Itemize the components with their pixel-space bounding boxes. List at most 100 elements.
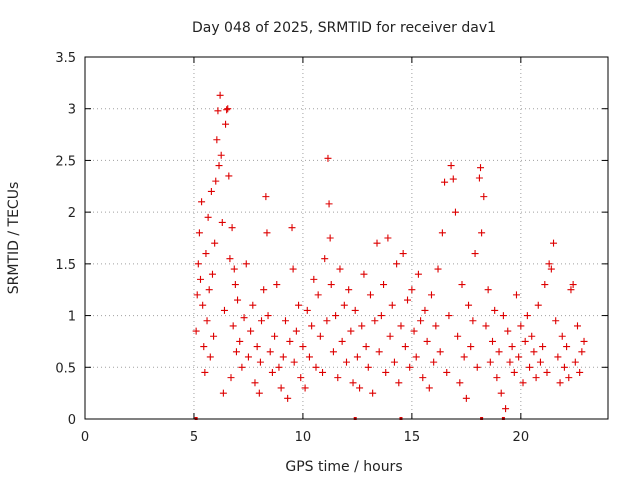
- data-point: [499, 312, 507, 320]
- data-point: [438, 229, 446, 237]
- data-point: [484, 286, 492, 294]
- y-axis-label: SRMTID / TECUs: [6, 182, 22, 295]
- data-point: [371, 317, 379, 325]
- data-point: [329, 348, 337, 356]
- data-point: [319, 368, 327, 376]
- data-point: [334, 374, 342, 382]
- data-point: [271, 332, 279, 340]
- data-point: [491, 306, 499, 314]
- data-point: [349, 379, 357, 387]
- data-point: [565, 374, 573, 382]
- data-point: [195, 229, 203, 237]
- data-point: [515, 353, 523, 361]
- data-point: [217, 151, 225, 159]
- data-point: [480, 193, 488, 201]
- data-point: [273, 281, 281, 289]
- data-point: [286, 337, 294, 345]
- data-point: [375, 348, 383, 356]
- data-point: [521, 337, 529, 345]
- data-point: [554, 353, 562, 361]
- data-point: [223, 106, 231, 114]
- data-point: [288, 224, 296, 232]
- x-tick-label: 20: [513, 430, 530, 445]
- data-point: [336, 265, 344, 273]
- data-point: [305, 353, 313, 361]
- y-tick-label: 2.5: [55, 154, 76, 169]
- data-point: [295, 301, 303, 309]
- data-point: [530, 348, 538, 356]
- data-point: [550, 239, 558, 247]
- data-point: [517, 322, 525, 330]
- data-point: [262, 193, 270, 201]
- data-point: [489, 337, 497, 345]
- data-point: [580, 337, 588, 345]
- data-point: [263, 229, 271, 237]
- data-point: [419, 374, 427, 382]
- grid-layer: [85, 57, 608, 419]
- data-point: [277, 384, 285, 392]
- x-tick-label: 15: [404, 430, 421, 445]
- data-point: [198, 198, 206, 206]
- data-point: [377, 312, 385, 320]
- data-point: [202, 250, 210, 258]
- data-point: [462, 394, 470, 402]
- data-point: [547, 265, 555, 273]
- data-point: [240, 314, 248, 322]
- data-point: [560, 363, 568, 371]
- data-point: [552, 317, 560, 325]
- data-point: [247, 327, 255, 335]
- data-point: [556, 379, 564, 387]
- data-point: [206, 353, 214, 361]
- data-point: [297, 374, 305, 382]
- data-point: [303, 306, 311, 314]
- data-point: [465, 301, 473, 309]
- data-point: [234, 296, 242, 304]
- data-point: [284, 394, 292, 402]
- y-tick-label: 3: [68, 103, 76, 118]
- data-point: [478, 229, 486, 237]
- data-point: [340, 301, 348, 309]
- data-point: [454, 332, 462, 340]
- data-point: [469, 317, 477, 325]
- data-point: [573, 322, 581, 330]
- data-point: [224, 105, 232, 113]
- data-point: [325, 200, 333, 208]
- data-point: [373, 239, 381, 247]
- data-point: [200, 343, 208, 351]
- data-point: [512, 291, 520, 299]
- data-point: [312, 363, 320, 371]
- data-point: [230, 265, 238, 273]
- data-point: [569, 281, 577, 289]
- data-point: [406, 363, 414, 371]
- y-tick-label: 1.5: [55, 258, 76, 273]
- data-point: [353, 353, 361, 361]
- data-point: [401, 343, 409, 351]
- data-point: [578, 348, 586, 356]
- data-point: [192, 327, 200, 335]
- data-point: [345, 286, 353, 294]
- data-point: [205, 286, 213, 294]
- data-point: [434, 265, 442, 273]
- x-tick-label: 5: [190, 430, 198, 445]
- data-point: [475, 174, 483, 182]
- data-point: [366, 291, 374, 299]
- data-point: [323, 317, 331, 325]
- data-point: [408, 286, 416, 294]
- data-point: [258, 317, 266, 325]
- data-point: [216, 91, 224, 99]
- data-point: [493, 374, 501, 382]
- data-point: [194, 260, 202, 268]
- data-point: [432, 322, 440, 330]
- data-point: [467, 343, 475, 351]
- data-point: [563, 343, 571, 351]
- data-point: [326, 234, 334, 242]
- data-point: [410, 327, 418, 335]
- data-point: [360, 270, 368, 278]
- data-point: [210, 332, 218, 340]
- data-point: [281, 317, 289, 325]
- chart-title: Day 048 of 2025, SRMTID for receiver dav…: [192, 20, 496, 36]
- y-tick-label: 3.5: [55, 51, 76, 66]
- data-point: [260, 286, 268, 294]
- data-point: [386, 332, 394, 340]
